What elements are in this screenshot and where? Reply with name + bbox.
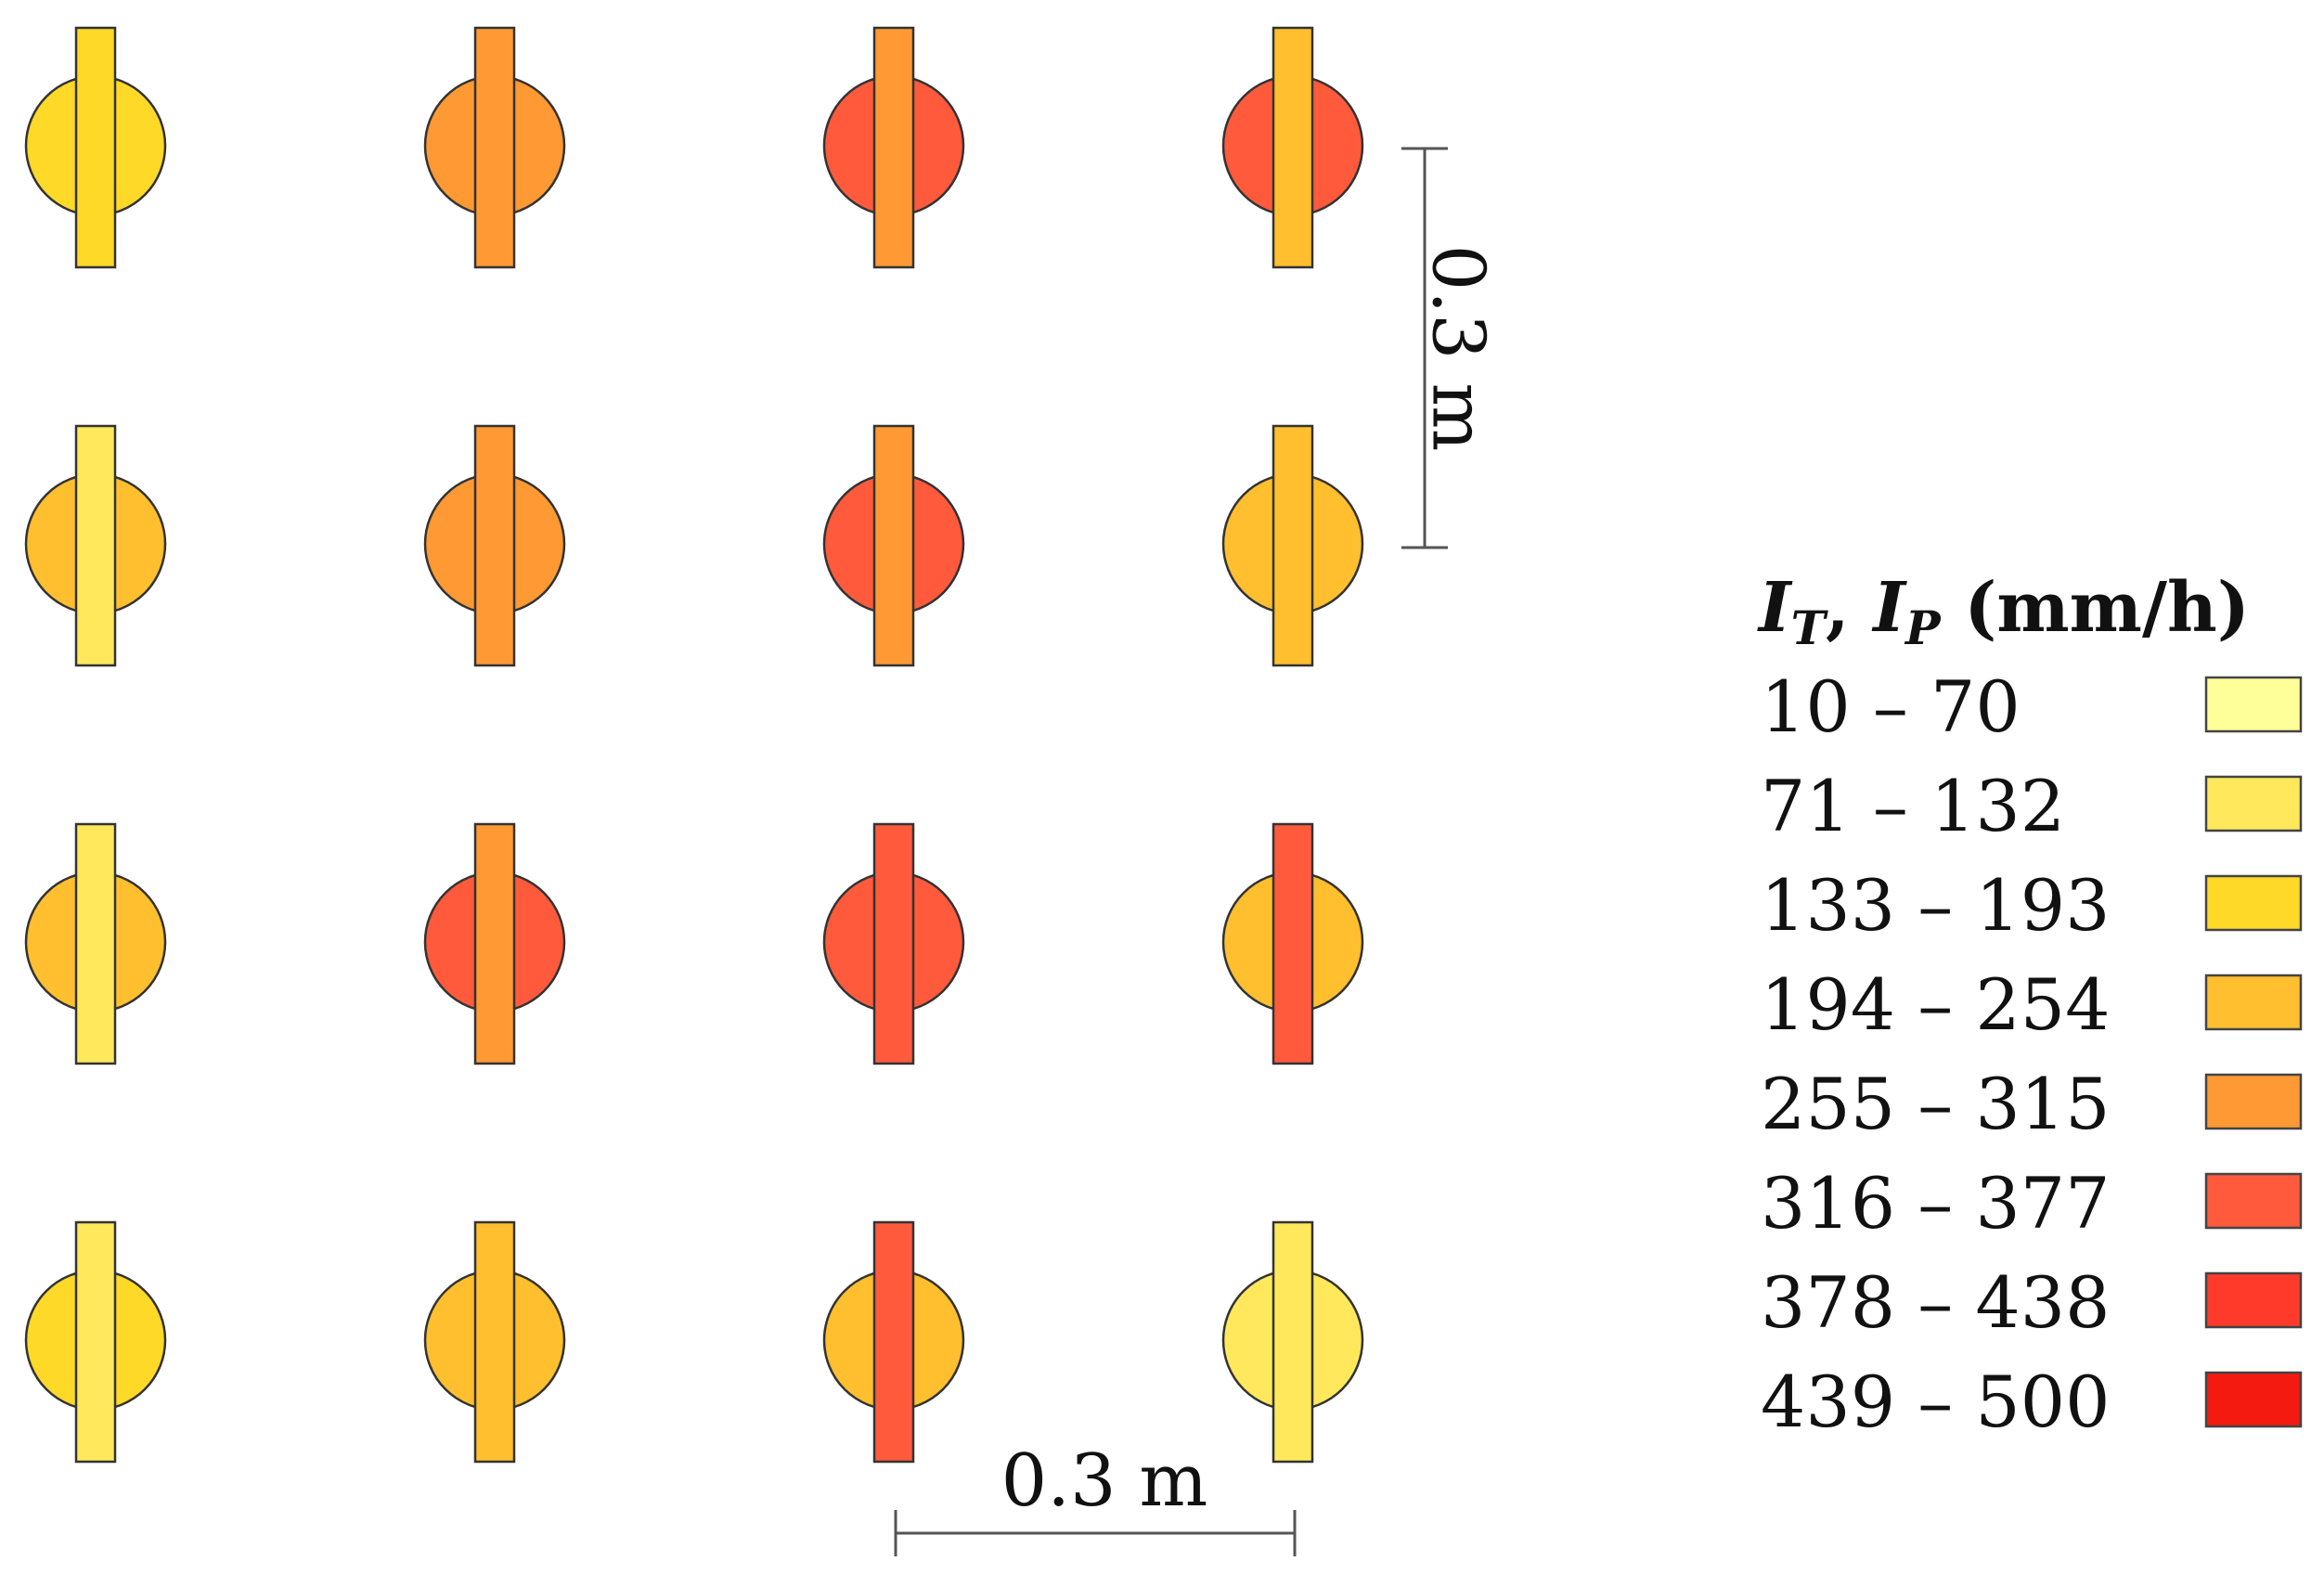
intensity-bar <box>872 822 915 1065</box>
legend-swatch <box>2204 1073 2303 1130</box>
intensity-bar <box>74 26 117 269</box>
legend-item: 439 – 500 <box>1761 1361 2303 1443</box>
sprinkler-r2-c2 <box>423 424 566 667</box>
horizontal-scale-bar: 0.3 m <box>894 1439 1297 1556</box>
legend-item: 10 – 70 <box>1761 665 2303 748</box>
legend-swatch <box>2204 874 2303 932</box>
legend-item-label: 133 – 193 <box>1761 864 2110 947</box>
vertical-scale-bar: 0.3 m <box>1401 147 1500 549</box>
sprinkler-r3-c2 <box>423 822 566 1065</box>
legend-items: 10 – 70 71 – 132 133 – 193 194 – 254 255 – 3… <box>1761 665 2303 1443</box>
intensity-bar <box>1272 424 1314 667</box>
legend-swatch <box>2204 1271 2303 1329</box>
intensity-bar <box>473 822 516 1065</box>
sprinkler-r4-c4 <box>1221 1220 1364 1464</box>
legend-title-ip-sub: P <box>1904 600 1942 655</box>
legend-title: IT, IP (mm/h) <box>1757 568 2250 655</box>
sprinkler-r4-c3 <box>822 1220 965 1464</box>
horizontal-scale-label: 0.3 m <box>1001 1439 1208 1523</box>
legend-item-label: 10 – 70 <box>1761 665 2021 748</box>
intensity-bar <box>1272 1220 1314 1464</box>
legend-item: 71 – 132 <box>1761 765 2303 847</box>
legend-title-it: I <box>1757 568 1793 648</box>
legend-item: 133 – 193 <box>1761 864 2303 947</box>
legend-item: 316 – 377 <box>1761 1162 2303 1245</box>
legend-item-label: 316 – 377 <box>1761 1162 2110 1245</box>
intensity-bar <box>473 26 516 269</box>
sprinkler-r4-c2 <box>423 1220 566 1464</box>
legend-item-label: 194 – 254 <box>1761 963 2110 1046</box>
sprinkler-r3-c4 <box>1221 822 1364 1065</box>
legend-swatch <box>2204 1371 2303 1428</box>
legend-item: 378 – 438 <box>1761 1261 2303 1344</box>
sprinkler-r2-c4 <box>1221 424 1364 667</box>
legend-item: 194 – 254 <box>1761 963 2303 1046</box>
sprinkler-r1-c3 <box>822 26 965 269</box>
legend-item: 255 – 315 <box>1761 1063 2303 1145</box>
legend-title-unit: (mm/h) <box>1941 568 2250 648</box>
sprinkler-r3-c3 <box>822 822 965 1065</box>
legend-swatch <box>2204 775 2303 832</box>
intensity-bar <box>872 26 915 269</box>
legend-item-label: 255 – 315 <box>1761 1063 2110 1145</box>
legend-item-label: 439 – 500 <box>1761 1361 2110 1443</box>
legend-title-sep: , <box>1826 568 1874 648</box>
sprinkler-r3-c1 <box>24 822 167 1065</box>
intensity-bar <box>1272 822 1314 1065</box>
legend-item-label: 71 – 132 <box>1761 765 2065 847</box>
sprinkler-r2-c1 <box>24 424 167 667</box>
intensity-bar <box>74 822 117 1065</box>
intensity-bar <box>74 1220 117 1464</box>
legend-swatch <box>2204 974 2303 1031</box>
sprinkler-r4-c1 <box>24 1220 167 1464</box>
sprinkler-r1-c2 <box>423 26 566 269</box>
legend-swatch <box>2204 676 2303 733</box>
intensity-bar <box>473 1220 516 1464</box>
legend-title-ip: I <box>1871 568 1907 648</box>
sprinkler-r1-c1 <box>24 26 167 269</box>
intensity-bar <box>872 1220 915 1464</box>
legend-title-it-sub: T <box>1791 600 1829 655</box>
legend-swatch <box>2204 1172 2303 1230</box>
intensity-bar <box>473 424 516 667</box>
legend-item-label: 378 – 438 <box>1761 1261 2110 1344</box>
sprinkler-r2-c3 <box>822 424 965 667</box>
sprinkler-grid <box>24 26 1364 1464</box>
intensity-bar <box>74 424 117 667</box>
intensity-bar <box>872 424 915 667</box>
vertical-scale-label: 0.3 m <box>1416 245 1500 452</box>
intensity-bar <box>1272 26 1314 269</box>
sprinkler-r1-c4 <box>1221 26 1364 269</box>
